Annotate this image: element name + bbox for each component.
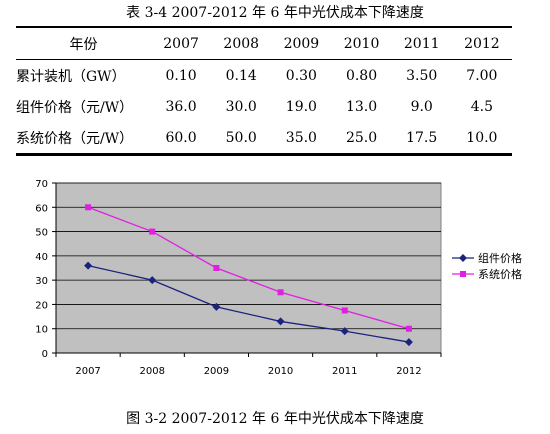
table-header-cell: 2008 bbox=[223, 35, 260, 52]
legend-label: 系统价格 bbox=[478, 267, 522, 281]
row-label: 系统价格（元/W） bbox=[16, 130, 134, 147]
data-point bbox=[85, 204, 92, 211]
legend-marker bbox=[459, 254, 467, 262]
data-point bbox=[212, 302, 221, 311]
data-point bbox=[213, 265, 220, 271]
table-cell: 13.0 bbox=[345, 98, 378, 115]
table-cell: 60.0 bbox=[165, 129, 197, 146]
y-tick-label: 40 bbox=[35, 252, 48, 263]
data-point bbox=[404, 338, 413, 347]
table-row: 组件价格（元/W） 36.0 30.0 19.0 13.0 9.0 4.5 bbox=[16, 91, 512, 122]
series-line bbox=[87, 206, 410, 330]
x-tick-label: 2012 bbox=[396, 366, 421, 377]
data-point bbox=[276, 317, 285, 326]
x-tick-label: 2009 bbox=[204, 366, 229, 377]
data-point bbox=[148, 276, 157, 285]
table-cell: 3.50 bbox=[406, 67, 438, 84]
table-cell: 0.10 bbox=[165, 67, 197, 84]
table-cell: 10.0 bbox=[466, 129, 498, 146]
data-point bbox=[277, 289, 284, 296]
table-header-cell: 2010 bbox=[343, 35, 380, 52]
table-cell: 35.0 bbox=[285, 129, 317, 146]
cost-table: 年份 2007 2008 2009 2010 2011 2012 累计装机（GW… bbox=[16, 26, 512, 156]
table-cell: 0.80 bbox=[345, 67, 378, 84]
table-header-cell: 2011 bbox=[403, 35, 440, 52]
data-point bbox=[84, 261, 93, 270]
price-chart: 0 10 20 30 40 50 60 70 2007 2008 2009 2010 2011 2012 组… bbox=[0, 170, 550, 390]
y-tick-label: 50 bbox=[35, 228, 48, 239]
table-row: 累计装机（GW） 0.10 0.14 0.30 0.80 3.50 7.00 bbox=[16, 60, 512, 92]
table-cell: 17.5 bbox=[406, 129, 438, 146]
y-tick-label: 20 bbox=[35, 300, 48, 311]
table-row: 系统价格（元/W） 60.0 50.0 35.0 25.0 17.5 10.0 bbox=[16, 122, 512, 155]
x-tick-label: 2010 bbox=[268, 366, 293, 377]
table-header-cell: 2007 bbox=[163, 35, 199, 52]
y-tick-label: 10 bbox=[35, 325, 48, 336]
data-point bbox=[149, 228, 156, 235]
legend-label: 组件价格 bbox=[478, 251, 522, 265]
y-tick-label: 70 bbox=[35, 179, 48, 190]
table-header-cell: 2012 bbox=[464, 35, 500, 52]
table-cell: 30.0 bbox=[225, 98, 257, 115]
data-point bbox=[405, 325, 412, 332]
table-cell: 9.0 bbox=[410, 98, 433, 115]
table-header-cell: 2009 bbox=[283, 35, 320, 52]
table-cell: 36.0 bbox=[165, 98, 197, 115]
table-cell: 0.30 bbox=[285, 67, 317, 84]
table-caption: 表 3-4 2007-2012 年 6 年中光伏成本下降速度 bbox=[126, 5, 424, 21]
y-tick-label: 60 bbox=[35, 203, 48, 214]
x-tick-label: 2007 bbox=[75, 366, 100, 377]
table-header-row: 年份 2007 2008 2009 2010 2011 2012 bbox=[16, 27, 512, 60]
legend-marker bbox=[460, 271, 466, 277]
figure-caption: 图 3-2 2007-2012 年 6 年中光伏成本下降速度 bbox=[126, 411, 424, 427]
data-point bbox=[341, 307, 348, 314]
x-tick-label: 2011 bbox=[332, 366, 357, 377]
line-chart: 0 10 20 30 40 50 60 70 2007 2008 2009 2010 2011 2012 组… bbox=[35, 179, 522, 377]
plot-area bbox=[55, 182, 442, 354]
table-cell: 0.14 bbox=[225, 67, 257, 84]
row-label: 累计装机（GW） bbox=[16, 68, 126, 85]
table-cell: 19.0 bbox=[285, 98, 317, 115]
x-tick-label: 2008 bbox=[140, 366, 165, 377]
table-cell: 4.5 bbox=[470, 98, 494, 115]
table-cell: 25.0 bbox=[345, 129, 378, 146]
table-header-cell: 年份 bbox=[69, 36, 98, 53]
data-point bbox=[340, 327, 349, 336]
y-tick-label: 30 bbox=[35, 276, 48, 287]
row-label: 组件价格（元/W） bbox=[16, 99, 134, 116]
table-cell: 50.0 bbox=[225, 129, 257, 146]
table-cell: 7.00 bbox=[466, 67, 498, 84]
y-tick-label: 0 bbox=[42, 349, 48, 360]
series-line bbox=[87, 264, 410, 343]
